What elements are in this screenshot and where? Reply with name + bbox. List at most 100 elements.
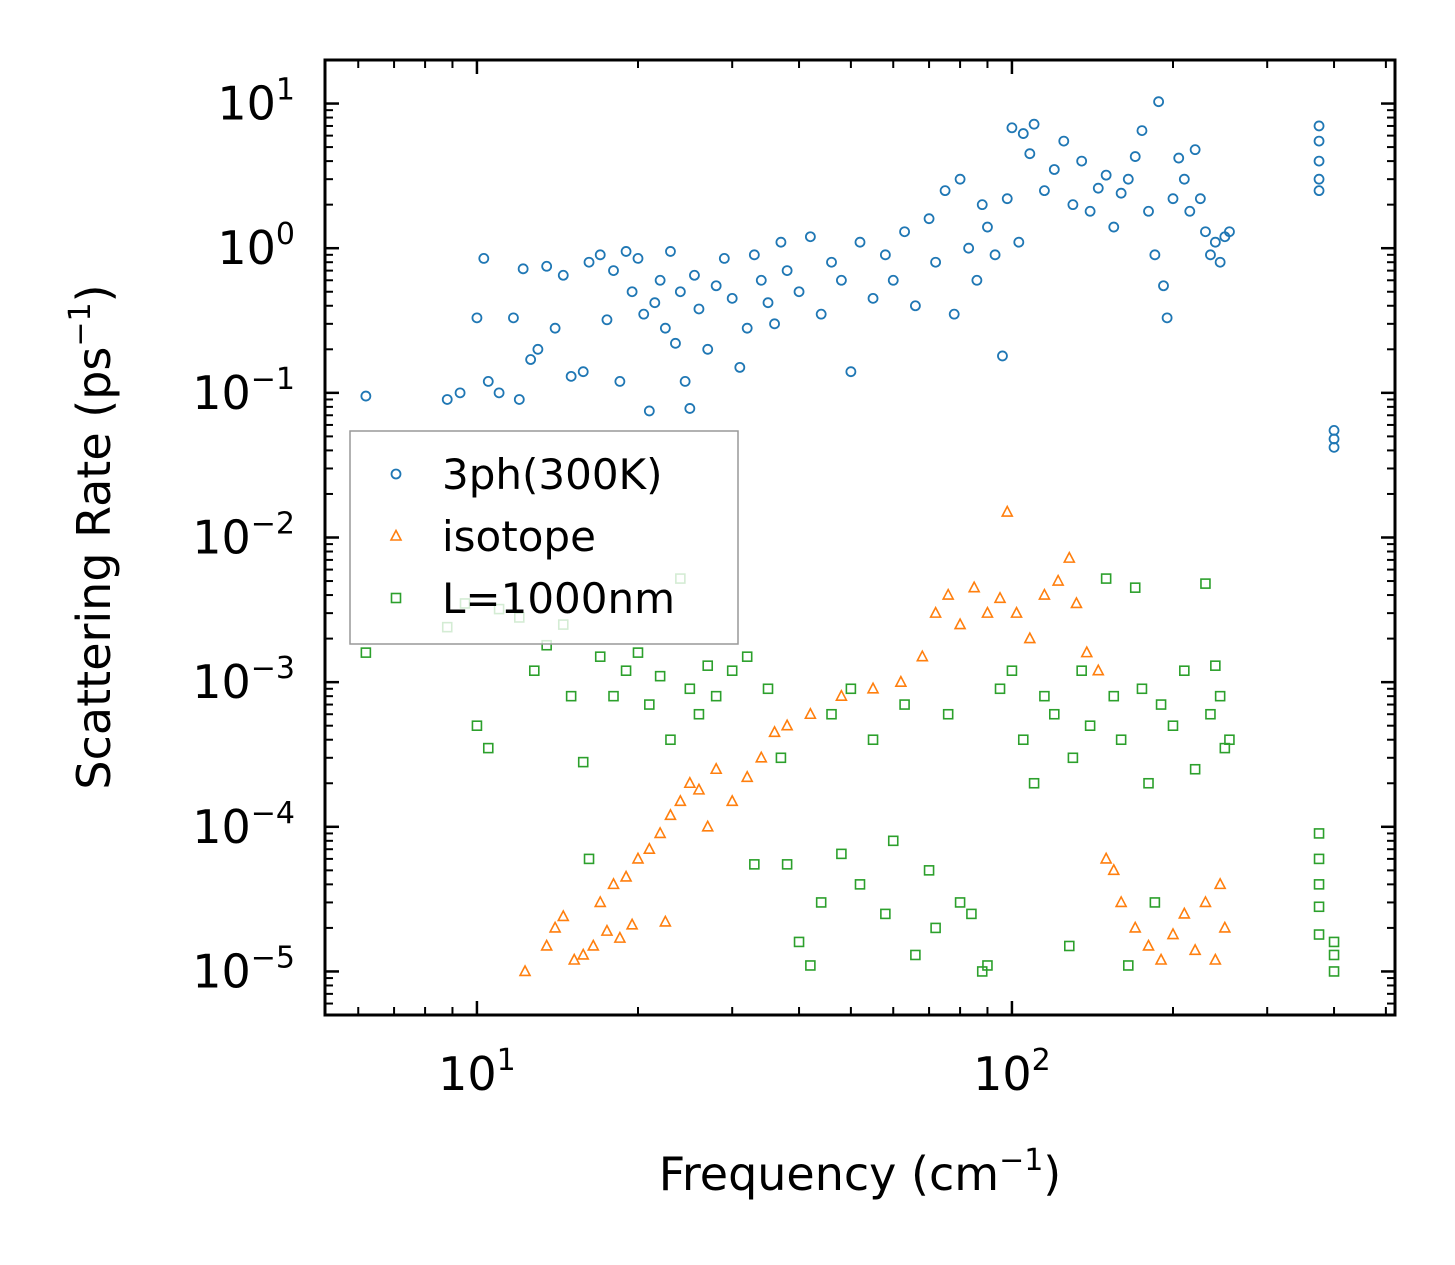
data-point [762,683,774,695]
data-point [576,947,590,960]
data-point [1091,663,1105,676]
data-point [638,308,650,320]
data-point [1076,665,1087,676]
data-point [540,938,553,951]
data-point [1006,122,1018,134]
legend-label: 3ph(300K) [442,450,662,499]
data-point [1129,151,1141,162]
data-point [1013,236,1025,248]
data-point [762,297,774,309]
data-point [1158,280,1169,292]
data-point [836,274,847,286]
legend-marker [389,528,403,541]
data-point [1010,605,1023,618]
data-point [982,221,993,233]
data-point [601,314,613,326]
data-point [692,782,706,795]
data-point [1048,164,1060,175]
data-point [517,263,529,275]
data-point [1161,312,1173,324]
data-point [1199,895,1212,908]
data-point [643,405,655,417]
data-point [916,649,929,662]
data-point [710,280,722,292]
data-point [1313,901,1325,913]
data-point [454,387,466,399]
data-point [1122,960,1134,971]
data-point [1049,708,1060,720]
data-point [1076,155,1088,167]
data-point [1200,578,1211,589]
data-point [740,770,754,783]
data-point [1143,205,1154,217]
data-point [1067,199,1079,211]
data-point [1129,582,1141,593]
data-point [748,249,760,261]
data-point [702,343,714,355]
data-point [1149,249,1161,261]
data-point [643,841,656,855]
data-point [1154,952,1168,965]
data-point [600,923,614,936]
data-point [1194,193,1206,205]
data-point [804,707,817,720]
data-point [649,297,661,309]
y-tick-label: 10−4 [192,796,295,854]
data-point [741,651,753,662]
data-point [670,337,681,349]
data-point [632,647,644,658]
data-point [1209,236,1221,248]
data-point [1023,631,1037,644]
data-point [1313,929,1325,940]
data-point [583,256,595,268]
data-point [1128,920,1142,933]
data-point [866,681,880,694]
data-point [664,808,677,821]
data-point [577,756,589,768]
data-point [1328,936,1340,948]
y-tick-label: 100 [217,217,295,275]
data-point [930,256,942,268]
data-point [1313,185,1325,197]
data-point [726,292,738,304]
data-point [608,690,619,702]
data-point [493,387,505,399]
data-point [1024,148,1036,160]
data-point [805,960,816,971]
data-point [930,922,941,934]
data-point [593,895,607,908]
data-point [1328,441,1340,453]
data-point [1017,128,1029,139]
data-point [1213,877,1227,890]
data-point [954,897,966,908]
data-point [508,312,519,324]
data-point [963,242,975,254]
data-point [879,249,891,261]
data-point [1166,927,1180,940]
data-point [549,322,561,334]
data-point [674,286,686,298]
data-point [565,370,577,382]
data-point [1313,173,1325,185]
plot-frame [323,58,1397,1017]
data-point [755,274,767,286]
data-point [1178,173,1190,185]
data-point [1224,734,1235,746]
data-point [620,246,632,257]
data-point [701,819,715,832]
data-point [867,734,879,746]
data-point [845,683,857,695]
data-point [880,908,891,920]
data-point [532,343,544,355]
data-point [1189,763,1201,775]
series-isotope [518,504,1232,977]
data-point [689,269,700,281]
data-point [1313,135,1325,147]
data-point [577,366,589,378]
data-point [693,303,705,315]
data-point [1173,152,1185,164]
data-point [997,350,1008,362]
data-point [684,683,696,695]
data-point [626,286,638,298]
